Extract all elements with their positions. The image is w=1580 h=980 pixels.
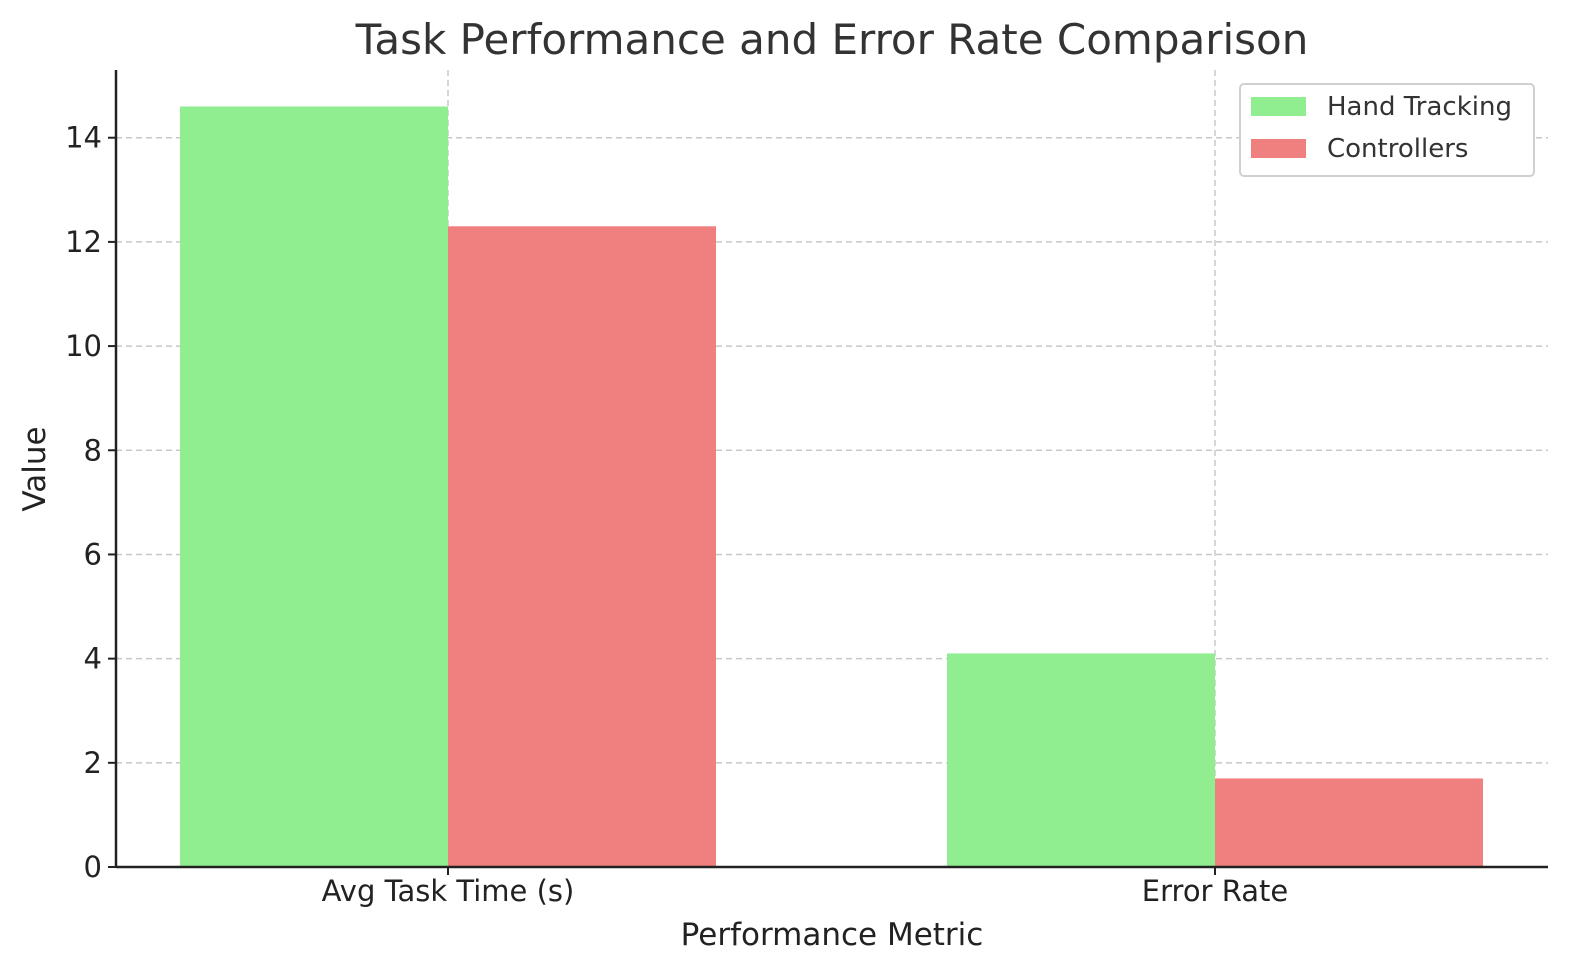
y-tick-label: 6 — [84, 537, 102, 571]
y-tick-label: 12 — [65, 225, 102, 259]
legend-frame — [1239, 83, 1535, 177]
y-ticks: 0 2 4 6 8 10 12 14 — [65, 121, 116, 884]
bar-hand-tracking-0 — [180, 106, 448, 867]
y-tick-label: 8 — [84, 433, 102, 467]
x-axis-label: Performance Metric — [681, 917, 984, 953]
y-tick-label: 2 — [84, 746, 102, 780]
legend-label-hand-tracking: Hand Tracking — [1327, 92, 1512, 122]
y-tick-label: 4 — [84, 642, 102, 676]
y-tick-label: 14 — [65, 121, 102, 155]
axes — [114, 70, 1548, 869]
legend-label-controllers: Controllers — [1327, 134, 1468, 164]
x-tick-label: Avg Task Time (s) — [322, 874, 575, 908]
bar-hand-tracking-1 — [947, 653, 1215, 867]
legend-swatch-hand-tracking — [1251, 97, 1306, 116]
bar-controllers-1 — [1215, 778, 1483, 867]
legend-swatch-controllers — [1251, 139, 1306, 158]
x-ticks: Avg Task Time (s) Error Rate — [322, 867, 1288, 908]
y-tick-label: 0 — [84, 850, 102, 884]
bar-controllers-0 — [448, 226, 716, 867]
y-axis-label: Value — [17, 426, 53, 511]
bars — [180, 106, 1483, 867]
legend: Hand Tracking Controllers — [1239, 83, 1535, 177]
x-tick-label: Error Rate — [1142, 874, 1288, 908]
y-tick-label: 10 — [65, 329, 102, 363]
chart-title: Task Performance and Error Rate Comparis… — [355, 15, 1309, 64]
